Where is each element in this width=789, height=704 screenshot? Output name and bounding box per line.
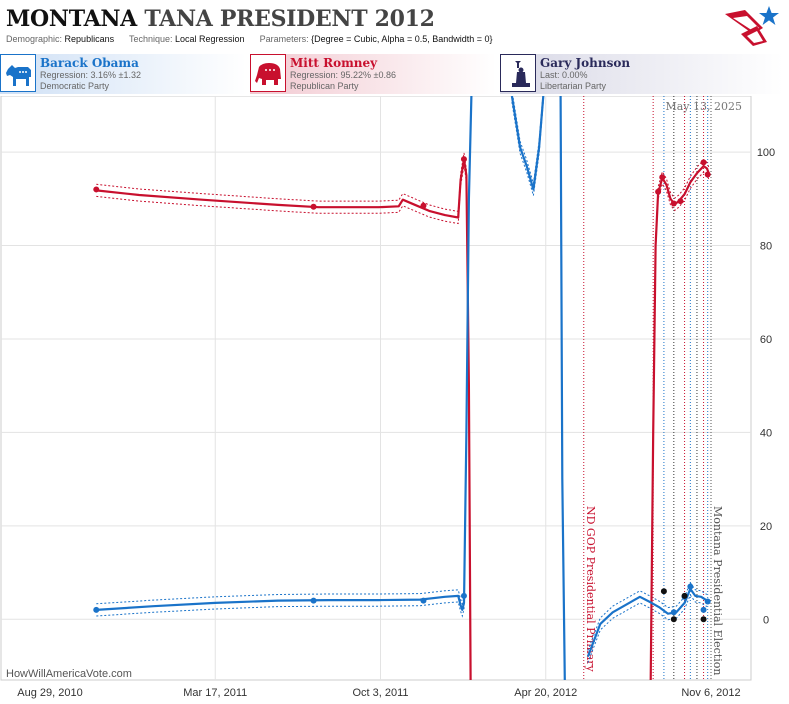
title-state: MONTANA — [6, 6, 137, 32]
data-point — [704, 598, 711, 605]
plot-area — [0, 96, 752, 681]
chart-parameters: Demographic: Republicans Technique: Loca… — [6, 34, 493, 44]
data-point — [687, 583, 694, 590]
data-point — [660, 588, 667, 595]
confidence-lower — [511, 102, 544, 196]
candidate-romney[interactable]: Mitt Romney Regression: 95.22% ±0.86 Rep… — [250, 54, 496, 94]
technique-value: Local Regression — [175, 34, 245, 44]
data-point — [310, 203, 317, 210]
data-point — [460, 156, 467, 163]
data-point — [700, 616, 707, 623]
demographic-key: Demographic: — [6, 34, 63, 44]
candidate-regression: Regression: 3.16% ±1.32 — [40, 70, 141, 80]
data-point — [700, 159, 707, 166]
event-label: ND GOP Presidential Primary — [584, 506, 597, 673]
y-tick-label: 40 — [760, 427, 772, 439]
candidate-regression: Regression: 95.22% ±0.86 — [290, 70, 397, 80]
series-line — [96, 96, 473, 611]
data-point — [655, 188, 662, 195]
x-tick-label: Aug 29, 2010 — [17, 687, 82, 699]
technique-key: Technique: — [128, 34, 173, 44]
candidate-party: Republican Party — [290, 81, 359, 91]
y-tick-label: 60 — [760, 334, 772, 346]
event-label: Montana Presidential Election — [711, 506, 724, 675]
candidate-name: Gary Johnson — [540, 56, 631, 70]
y-tick-label: 100 — [757, 147, 775, 159]
series-line — [510, 96, 545, 191]
data-point — [420, 597, 427, 604]
x-tick-label: Nov 6, 2012 — [681, 687, 740, 699]
y-tick-label: 20 — [760, 521, 772, 533]
elephant-icon — [250, 54, 286, 92]
title-rest: TANA PRESIDENT 2012 — [144, 6, 435, 32]
data-point — [704, 171, 711, 178]
x-tick-label: Mar 17, 2011 — [183, 687, 247, 699]
series-line — [586, 587, 708, 657]
data-point — [310, 597, 317, 604]
y-tick-label: 80 — [760, 241, 772, 253]
series-line — [559, 96, 566, 680]
y-tick-label: 0 — [763, 614, 769, 626]
data-point — [670, 200, 677, 207]
data-point — [700, 606, 707, 613]
series-line — [96, 158, 472, 680]
parameters-value: {Degree = Cubic, Alpha = 0.5, Bandwidth … — [311, 34, 493, 44]
candidate-last: Last: 0.00% — [540, 70, 588, 80]
data-point — [681, 592, 688, 599]
candidate-party: Democratic Party — [40, 81, 110, 91]
candidate-party: Libertarian Party — [540, 81, 607, 91]
x-tick-label: Oct 3, 2011 — [352, 687, 408, 699]
data-point — [460, 592, 467, 599]
confidence-upper — [512, 96, 544, 184]
chart-svg: ND GOP Presidential Primary Montana Presi… — [0, 96, 775, 699]
data-point — [93, 186, 100, 193]
data-point — [670, 616, 677, 623]
data-point — [420, 202, 427, 209]
donkey-icon — [0, 54, 36, 92]
candidate-name: Mitt Romney — [290, 56, 378, 70]
header: MONTANA TANA PRESIDENT 2012 Demographic:… — [0, 0, 789, 52]
data-point — [659, 174, 666, 181]
parameters-key: Parameters: — [259, 34, 309, 44]
demographic-value: Republicans — [64, 34, 115, 44]
candidate-legend: Barack Obama Regression: 3.16% ±1.32 Dem… — [0, 54, 789, 94]
page-title: MONTANA TANA PRESIDENT 2012 — [6, 6, 435, 32]
watermark[interactable]: HowWillAmericaVote.com — [6, 668, 132, 680]
candidate-johnson[interactable]: Gary Johnson Last: 0.00% Libertarian Par… — [500, 54, 783, 94]
candidate-name: Barack Obama — [40, 56, 139, 70]
site-logo-icon[interactable] — [723, 4, 781, 48]
date-stamp: May 13, 2025 — [665, 100, 742, 113]
candidate-obama[interactable]: Barack Obama Regression: 3.16% ±1.32 Dem… — [0, 54, 246, 94]
liberty-statue-icon — [500, 54, 536, 92]
data-point — [93, 606, 100, 613]
confidence-lower — [650, 171, 710, 680]
x-tick-label: Apr 20, 2012 — [514, 687, 577, 699]
data-point — [670, 609, 677, 616]
data-point — [677, 198, 684, 205]
regression-chart: ND GOP Presidential Primary Montana Presi… — [0, 96, 789, 704]
